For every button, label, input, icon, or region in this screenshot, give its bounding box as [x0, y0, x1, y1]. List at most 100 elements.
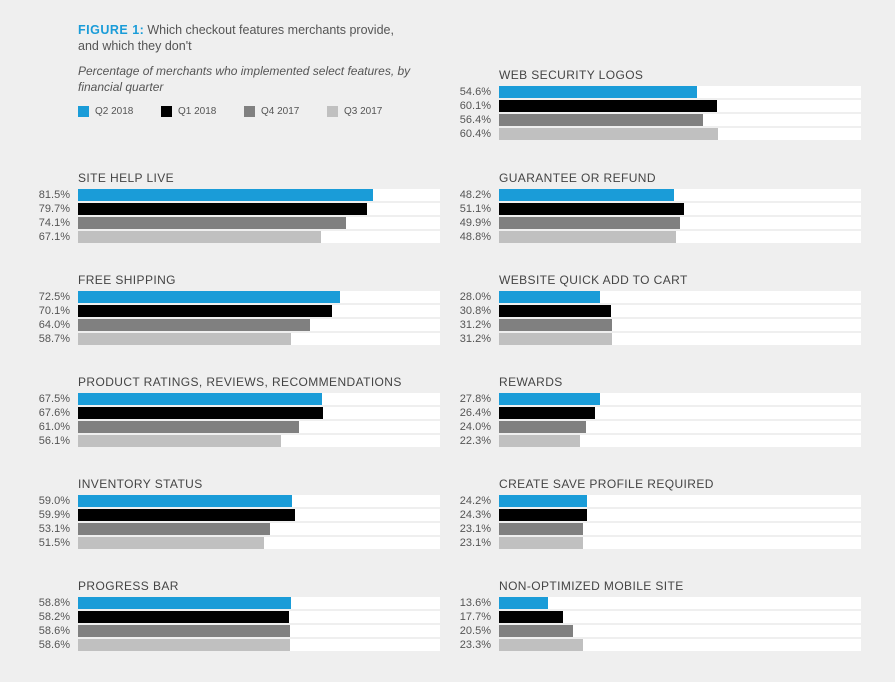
legend-swatch — [161, 106, 172, 117]
bar-track — [78, 393, 440, 405]
data-label: 20.5% — [459, 625, 491, 637]
bar-q2-2018 — [499, 291, 601, 303]
bar-track — [499, 495, 861, 507]
data-label: 81.5% — [38, 189, 70, 201]
data-label: 24.0% — [459, 421, 491, 433]
bar-q3-2017 — [499, 128, 718, 140]
bar-track — [78, 435, 440, 447]
bar-track — [78, 639, 440, 651]
bar-track — [499, 319, 861, 331]
bar-track — [499, 100, 861, 112]
bar-track — [499, 114, 861, 126]
data-label: 60.4% — [459, 128, 491, 140]
bar-q4-2017 — [78, 523, 271, 535]
bar-track — [78, 523, 440, 535]
data-label: 56.1% — [38, 435, 70, 447]
data-label: 60.1% — [459, 100, 491, 112]
bar-q1-2018 — [499, 100, 717, 112]
data-label: 27.8% — [459, 393, 491, 405]
bar-track — [78, 407, 440, 419]
figure-title: FIGURE 1: Which checkout features merchan… — [78, 22, 418, 54]
panel-title: WEB SECURITY LOGOS — [499, 68, 644, 82]
bar-track — [499, 291, 861, 303]
figure-subtitle: Percentage of merchants who implemented … — [78, 64, 411, 94]
panel-title: PROGRESS BAR — [78, 579, 179, 593]
bar-q1-2018 — [499, 203, 684, 215]
data-label: 58.6% — [38, 639, 70, 651]
chart-panel: WEB SECURITY LOGOS 54.6% 60.1% 56.4% 60.4% — [460, 68, 895, 164]
data-label: 26.4% — [459, 407, 491, 419]
panel-title: NON-OPTIMIZED MOBILE SITE — [499, 579, 684, 593]
bar-track — [499, 333, 861, 345]
chart-panel: REWARDS 27.8% 26.4% 24.0% 22.3% — [460, 375, 895, 471]
bar-q4-2017 — [499, 217, 680, 229]
bar-track — [499, 217, 861, 229]
bar-track — [499, 203, 861, 215]
chart-panel: PRODUCT RATINGS, REVIEWS, RECOMMENDATION… — [39, 375, 488, 471]
panel-title: FREE SHIPPING — [78, 273, 176, 287]
bar-track — [78, 625, 440, 637]
data-label: 72.5% — [38, 291, 70, 303]
bar-q4-2017 — [78, 421, 299, 433]
legend-swatch — [327, 106, 338, 117]
bar-q2-2018 — [78, 597, 291, 609]
bar-q4-2017 — [78, 217, 347, 229]
bar-q2-2018 — [499, 597, 549, 609]
chart-panel: CREATE SAVE PROFILE REQUIRED 24.2% 24.3% 23… — [460, 477, 895, 573]
chart-panel: PROGRESS BAR 58.8% 58.2% 58.6% 58.6% — [39, 579, 488, 675]
legend-swatch — [78, 106, 89, 117]
bar-q4-2017 — [499, 625, 574, 637]
bar-track — [78, 305, 440, 317]
bar-track — [78, 319, 440, 331]
bar-q3-2017 — [78, 537, 265, 549]
bar-q2-2018 — [499, 86, 697, 98]
bar-q3-2017 — [78, 435, 282, 447]
legend-item-q3-2017: Q3 2017 — [327, 106, 410, 117]
bar-q3-2017 — [499, 435, 580, 447]
bar-track — [499, 537, 861, 549]
bar-q2-2018 — [499, 495, 587, 507]
bar-track — [499, 523, 861, 535]
data-label: 22.3% — [459, 435, 491, 447]
bar-q3-2017 — [78, 231, 321, 243]
bar-track — [499, 435, 861, 447]
data-label: 31.2% — [459, 319, 491, 331]
data-label: 58.2% — [38, 611, 70, 623]
bar-q1-2018 — [499, 611, 564, 623]
data-label: 24.2% — [459, 495, 491, 507]
data-label: 58.8% — [38, 597, 70, 609]
data-label: 23.1% — [459, 523, 491, 535]
bar-q1-2018 — [499, 407, 595, 419]
data-label: 23.1% — [459, 537, 491, 549]
data-label: 64.0% — [38, 319, 70, 331]
bar-q3-2017 — [78, 333, 291, 345]
panel-title: SITE HELP LIVE — [78, 171, 175, 185]
figure-label: FIGURE 1: — [78, 23, 145, 37]
bar-q2-2018 — [78, 291, 341, 303]
bar-q2-2018 — [499, 189, 674, 201]
bar-q2-2018 — [78, 495, 292, 507]
bar-q2-2018 — [78, 393, 323, 405]
panel-title: CREATE SAVE PROFILE REQUIRED — [499, 477, 714, 491]
bar-q4-2017 — [499, 421, 586, 433]
legend-label: Q1 2018 — [178, 106, 217, 117]
bar-track — [78, 495, 440, 507]
data-label: 79.7% — [38, 203, 70, 215]
bar-track — [499, 86, 861, 98]
data-label: 58.6% — [38, 625, 70, 637]
data-label: 31.2% — [459, 333, 491, 345]
bar-track — [499, 393, 861, 405]
data-label: 67.5% — [38, 393, 70, 405]
legend-item-q1-2018: Q1 2018 — [161, 106, 244, 117]
bar-track — [499, 509, 861, 521]
bar-track — [499, 611, 861, 623]
data-label: 56.4% — [459, 114, 491, 126]
chart-panel: SITE HELP LIVE 81.5% 79.7% 74.1% 67.1% — [39, 171, 488, 267]
data-label: 59.9% — [38, 509, 70, 521]
data-label: 67.6% — [38, 407, 70, 419]
data-label: 70.1% — [38, 305, 70, 317]
bar-q1-2018 — [78, 509, 295, 521]
bar-track — [78, 611, 440, 623]
bar-track — [78, 537, 440, 549]
bar-track — [499, 189, 861, 201]
